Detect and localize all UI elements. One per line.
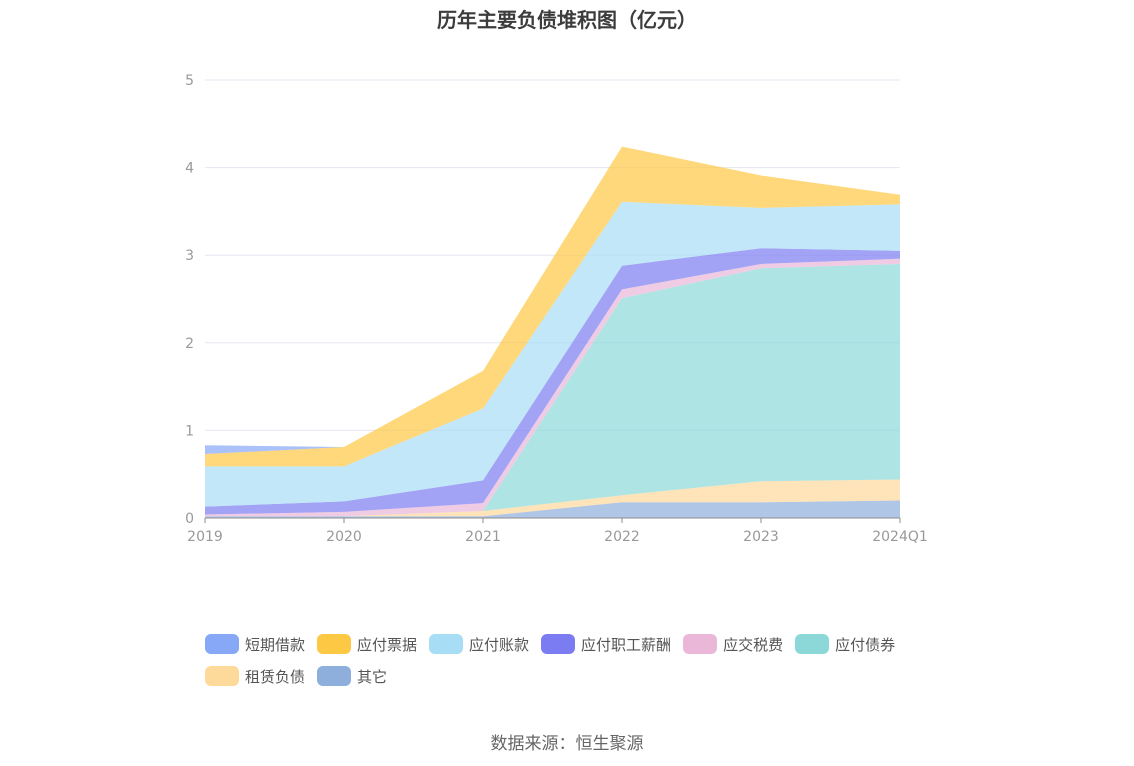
x-tick-label: 2022 [604,529,640,545]
y-tick-label: 5 [185,73,194,89]
chart-title: 历年主要负债堆积图（亿元） [437,8,697,32]
data-source-note: 数据来源：恒生聚源 [490,734,644,754]
area-series-4 [205,248,900,515]
legend-label: 应付职工薪酬 [581,635,672,654]
legend-swatch [205,634,239,654]
y-tick-label: 0 [185,511,194,527]
legend-swatch [795,634,830,654]
legend-item[interactable]: 其它 [317,664,387,688]
legend-item[interactable]: 应付票据 [317,632,417,656]
y-tick-label: 3 [185,248,194,264]
stacked-area-chart: 0 1 2 3 4 5 2019 2020 2021 2022 2023 2024Q1 [185,73,928,545]
x-tick-label: 2021 [465,529,501,545]
legend-item[interactable]: 应付债券 [795,632,895,656]
legend-swatch [317,666,352,686]
legend-label: 应付账款 [469,635,530,654]
legend-swatch [429,634,464,654]
y-tick-label: 4 [185,161,194,177]
x-tick-label: 2023 [743,529,779,545]
area-series-2 [205,263,900,517]
legend-label: 租赁负债 [245,667,306,686]
legend-item[interactable]: 应付职工薪酬 [541,632,671,656]
area-series-5 [205,201,900,507]
legend-label: 应付债券 [835,635,896,654]
area-series-1 [205,479,900,517]
legend-label: 其它 [357,667,388,686]
legend-swatch [541,634,576,654]
y-tick-label: 2 [185,336,194,352]
legend-swatch [317,634,352,654]
legend-item[interactable]: 应付账款 [429,632,529,656]
legend-label: 应交税费 [723,635,784,654]
legend-item[interactable]: 应交税费 [683,632,783,656]
x-tick-label: 2024Q1 [872,529,928,545]
y-tick-label: 1 [185,423,194,439]
legend-label: 应付票据 [357,635,418,654]
legend-item[interactable]: 短期借款 [205,632,305,656]
x-tick-label: 2020 [326,529,362,545]
legend-swatch [683,634,718,654]
chart-legend: 短期借款 应付票据 应付账款 应付职工薪酬 应交税费 应付债券租赁负债 其它 [205,632,965,696]
legend-label: 短期借款 [245,635,306,654]
legend-swatch [205,666,239,686]
legend-item[interactable]: 租赁负债 [205,664,305,688]
x-tick-label: 2019 [187,529,223,545]
